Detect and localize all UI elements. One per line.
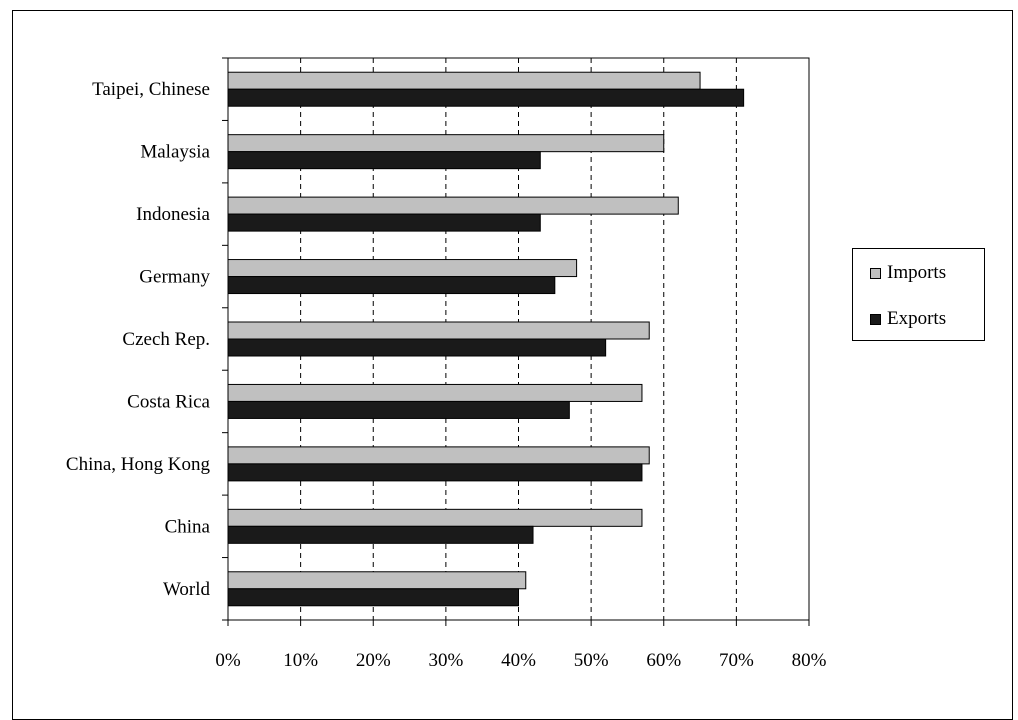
bar-imports xyxy=(227,134,665,153)
y-category-label: China xyxy=(165,516,211,537)
x-tick-label: 70% xyxy=(719,650,754,671)
bar-imports xyxy=(227,446,650,465)
bar-exports xyxy=(227,88,745,107)
bar-exports xyxy=(227,338,607,357)
x-tick-label: 0% xyxy=(215,650,241,671)
y-category-label: Germany xyxy=(139,267,210,288)
bar-exports xyxy=(227,400,570,419)
y-category-label: Taipei, Chinese xyxy=(92,79,210,100)
x-tick-label: 50% xyxy=(574,650,609,671)
legend-swatch-exports xyxy=(870,313,881,325)
bar-exports xyxy=(227,151,541,170)
y-category-label: Costa Rica xyxy=(127,391,210,412)
y-category-label: China, Hong Kong xyxy=(66,454,211,475)
legend-swatch-imports xyxy=(870,267,881,279)
x-tick-label: 10% xyxy=(283,650,318,671)
x-tick-label: 80% xyxy=(792,650,827,671)
y-category-label: Malaysia xyxy=(140,142,210,163)
x-tick-label: 20% xyxy=(356,650,391,671)
legend-item-imports: Imports xyxy=(870,262,946,284)
legend: Imports Exports xyxy=(852,248,985,341)
x-tick-label: 60% xyxy=(646,650,681,671)
x-tick-label: 30% xyxy=(428,650,463,671)
bar-exports xyxy=(227,276,556,295)
y-category-label: World xyxy=(163,579,211,600)
legend-label-exports: Exports xyxy=(887,308,947,329)
x-tick-label: 40% xyxy=(501,650,536,671)
bar-imports xyxy=(227,196,679,215)
bar-exports xyxy=(227,463,643,482)
bar-imports xyxy=(227,259,578,278)
y-category-label: Czech Rep. xyxy=(122,329,210,350)
bar-imports xyxy=(227,321,650,340)
bar-imports xyxy=(227,383,643,402)
bar-exports xyxy=(227,525,534,544)
bar-imports xyxy=(227,508,643,527)
bar-imports xyxy=(227,571,527,590)
y-category-label: Indonesia xyxy=(136,204,210,225)
legend-item-exports: Exports xyxy=(870,308,946,330)
bar-imports xyxy=(227,71,701,90)
legend-label-imports: Imports xyxy=(887,262,947,283)
bar-exports xyxy=(227,588,519,607)
bar-exports xyxy=(227,213,541,232)
